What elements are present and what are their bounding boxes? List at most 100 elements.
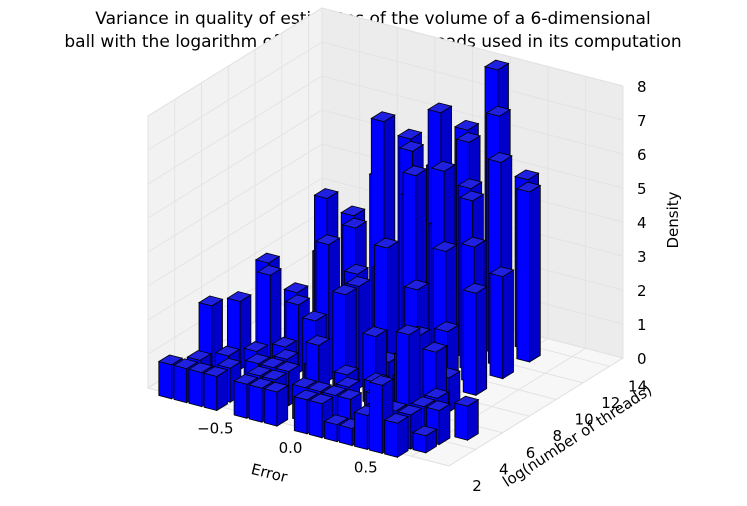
bar-top-face: [373, 237, 400, 249]
bar-top-face: [256, 264, 283, 276]
z-tick-label: 1: [637, 316, 647, 334]
bar-top-face: [172, 358, 199, 370]
bar-top-face: [433, 321, 460, 333]
y-tick-label: 12: [601, 394, 620, 412]
bar-front-face: [158, 360, 173, 400]
bar-top-face: [340, 205, 366, 217]
bar-side-face: [438, 403, 451, 446]
bar-top-face: [368, 375, 395, 386]
bar-top-face: [423, 387, 450, 399]
bar: [383, 412, 410, 459]
bar: [411, 425, 438, 454]
gridline-z: [147, 109, 624, 219]
bars-group: [157, 59, 542, 459]
bar-top-face: [333, 364, 359, 376]
bar: [462, 282, 488, 397]
gridline-z: [147, 7, 624, 117]
bar-top-face: [314, 234, 341, 246]
bar-side-face: [396, 415, 409, 459]
bar-top-face: [487, 152, 513, 163]
bar-top-face: [458, 190, 485, 202]
bar-top-face: [254, 252, 281, 264]
bar-top-face: [396, 128, 423, 140]
z-tick-label: 8: [637, 78, 647, 96]
bar-top-face: [321, 385, 348, 396]
bar-side-face: [502, 269, 514, 380]
z-tick-label: 0: [637, 350, 647, 368]
gridline-z: [147, 41, 624, 151]
bar-top-face: [284, 294, 311, 306]
bar-front-face: [489, 272, 504, 380]
bar-top-face: [462, 282, 488, 294]
bar-top-face: [304, 335, 331, 346]
bar-top-face: [460, 236, 487, 248]
bar-top-face: [341, 217, 368, 229]
bar: [202, 366, 229, 412]
bar-top-face: [214, 345, 241, 357]
bar-top-face: [515, 181, 542, 193]
bar-top-face: [246, 365, 273, 377]
bar-side-face: [276, 384, 289, 427]
z-tick-label: 6: [637, 146, 647, 164]
bar-top-face: [401, 165, 428, 177]
bar-top-face: [410, 396, 436, 408]
bar-front-face: [454, 402, 469, 441]
bar-top-face: [323, 414, 349, 426]
bar-top-face: [263, 381, 289, 393]
bar-top-face: [336, 389, 363, 400]
bar-front-face: [233, 380, 248, 419]
bar-top-face: [157, 354, 184, 366]
bar-top-face: [361, 326, 388, 338]
bar-top-face: [291, 377, 318, 389]
bar-top-face: [383, 412, 410, 424]
bar-side-face: [467, 398, 479, 441]
bar-side-face: [529, 184, 541, 363]
bar-top-face: [308, 393, 334, 405]
bar-front-face: [462, 289, 477, 396]
bar-front-face: [369, 381, 383, 454]
z-tick-label: 3: [637, 248, 647, 266]
chart-title-line-1: Variance in quality of estimates of the …: [95, 9, 650, 29]
bar-front-face: [188, 368, 203, 408]
z-tick-label: 4: [637, 214, 647, 232]
bar-top-face: [343, 263, 370, 275]
bar-top-face: [430, 160, 457, 172]
bar-top-face: [485, 105, 512, 117]
bar-top-face: [273, 348, 299, 360]
bar-top-face: [202, 366, 229, 377]
bar-top-face: [186, 350, 212, 361]
x-tick-label: −0.5: [197, 420, 233, 438]
bar-top-face: [274, 361, 301, 373]
bar-front-face: [293, 396, 308, 435]
y-tick-label: 14: [628, 377, 647, 395]
bar-front-face: [173, 364, 188, 404]
bar-top-face: [514, 169, 540, 181]
bar-top-face: [248, 377, 274, 389]
z-tick-label: 2: [637, 282, 647, 300]
z-axis-label: Density: [664, 191, 682, 248]
bar-front-face: [354, 411, 368, 451]
bar-top-face: [301, 310, 328, 322]
gridline-z: [147, 75, 624, 185]
y-tick-label: 4: [499, 460, 509, 478]
y-tick-label: 10: [575, 411, 594, 429]
bar-side-face: [475, 285, 488, 397]
bar-top-face: [453, 119, 480, 131]
bar-top-face: [233, 373, 259, 385]
x-axis-label: Error: [249, 460, 290, 487]
bar-top-face: [226, 291, 252, 302]
bar-top-face: [425, 400, 451, 412]
bar-top-face: [483, 59, 510, 71]
bar-top-face: [293, 389, 319, 401]
y-tick-label: 2: [472, 477, 482, 495]
bar-top-face: [422, 341, 448, 353]
bar-front-face: [384, 419, 398, 458]
bar-top-face: [345, 276, 371, 287]
bar-top-face: [403, 279, 430, 291]
bar-top-face: [187, 362, 214, 374]
bar-top-face: [331, 284, 358, 296]
bar-top-face: [335, 376, 361, 388]
bar-top-face: [488, 266, 515, 278]
